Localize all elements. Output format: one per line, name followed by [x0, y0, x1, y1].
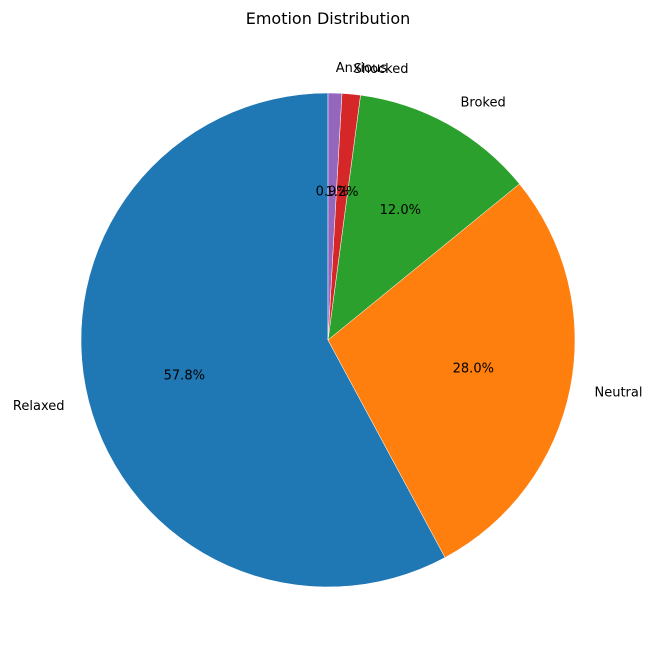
- pie-slice-relaxed: [80, 92, 446, 588]
- slice-pct-anxious: 0.9%: [316, 184, 349, 199]
- pie-slice-neutral: [327, 183, 576, 558]
- slice-label-broked: Broked: [461, 95, 506, 110]
- slice-pct-broked: 12.0%: [380, 203, 421, 218]
- slice-pct-relaxed: 57.8%: [164, 369, 205, 384]
- slice-label-relaxed: Relaxed: [13, 399, 65, 414]
- slice-pct-neutral: 28.0%: [453, 361, 494, 376]
- pie-slice-broked: [327, 94, 520, 341]
- slice-label-neutral: Neutral: [595, 386, 643, 401]
- slice-label-anxious: Anxious: [336, 61, 388, 76]
- slice-label-shocked: Shocked: [354, 62, 409, 77]
- chart-title: Emotion Distribution: [246, 9, 411, 28]
- slice-pct-shocked: 1.2%: [325, 185, 358, 200]
- pie-slices: [80, 92, 576, 588]
- pie-labels: Relaxed 57.8% Neutral 28.0% Broked 12.0% Shock…: [13, 61, 643, 414]
- pie-slice-anxious: [327, 92, 343, 341]
